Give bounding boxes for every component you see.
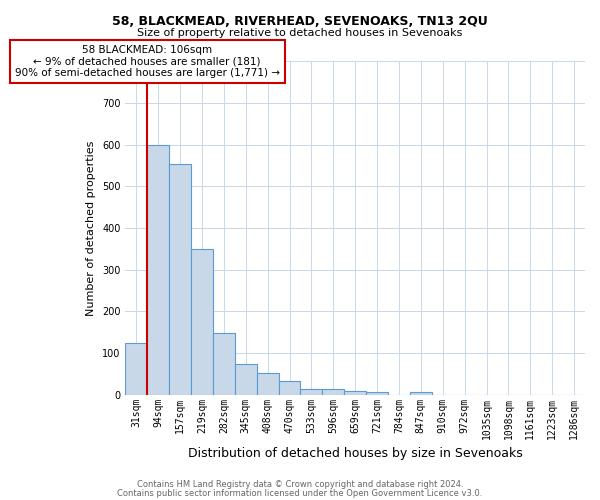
Bar bbox=[147, 145, 169, 395]
Bar bbox=[169, 164, 191, 395]
Bar bbox=[366, 392, 388, 395]
Bar bbox=[410, 392, 432, 395]
Bar bbox=[191, 249, 213, 395]
Bar bbox=[301, 388, 322, 395]
Text: 58, BLACKMEAD, RIVERHEAD, SEVENOAKS, TN13 2QU: 58, BLACKMEAD, RIVERHEAD, SEVENOAKS, TN1… bbox=[112, 15, 488, 28]
Text: 58 BLACKMEAD: 106sqm
← 9% of detached houses are smaller (181)
90% of semi-detac: 58 BLACKMEAD: 106sqm ← 9% of detached ho… bbox=[15, 45, 280, 78]
Bar bbox=[213, 333, 235, 395]
Text: Size of property relative to detached houses in Sevenoaks: Size of property relative to detached ho… bbox=[137, 28, 463, 38]
Text: Contains HM Land Registry data © Crown copyright and database right 2024.: Contains HM Land Registry data © Crown c… bbox=[137, 480, 463, 489]
Bar bbox=[257, 373, 278, 395]
Bar bbox=[344, 390, 366, 395]
X-axis label: Distribution of detached houses by size in Sevenoaks: Distribution of detached houses by size … bbox=[188, 447, 523, 460]
Bar bbox=[322, 390, 344, 395]
Bar bbox=[125, 342, 147, 395]
Bar bbox=[235, 364, 257, 395]
Y-axis label: Number of detached properties: Number of detached properties bbox=[86, 140, 97, 316]
Text: Contains public sector information licensed under the Open Government Licence v3: Contains public sector information licen… bbox=[118, 488, 482, 498]
Bar bbox=[278, 381, 301, 395]
